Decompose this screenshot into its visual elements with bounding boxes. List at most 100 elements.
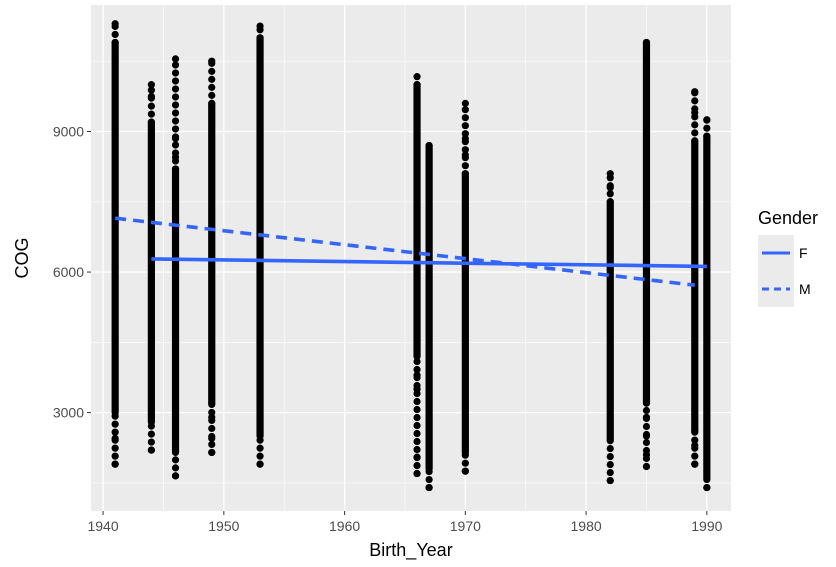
x-tick-label: 1980: [571, 518, 602, 534]
data-point: [691, 109, 699, 117]
data-point: [691, 436, 699, 444]
data-point: [642, 438, 651, 447]
data-point: [171, 61, 180, 69]
data-point: [642, 462, 651, 471]
data-point: [461, 146, 469, 154]
data-points: [111, 20, 711, 492]
data-point: [171, 85, 180, 93]
data-point: [461, 162, 469, 170]
data-point: [413, 429, 421, 438]
data-point: [208, 400, 216, 409]
data-point: [606, 170, 614, 178]
data-point: [425, 467, 433, 476]
data-point: [642, 451, 651, 459]
data-point: [147, 118, 155, 126]
data-point: [691, 441, 699, 450]
data-point: [171, 93, 180, 101]
data-point: [413, 453, 421, 461]
trend-line-M: [114, 216, 695, 287]
data-point: [606, 184, 614, 192]
y-tick-label: 3000: [53, 405, 84, 421]
data-point: [413, 413, 421, 422]
data-point: [111, 428, 119, 436]
data-point: [208, 424, 216, 433]
data-point: [425, 141, 433, 150]
trend-lines: [114, 216, 707, 287]
data-point: [425, 475, 433, 484]
data-point: [256, 452, 264, 460]
data-point: [208, 413, 216, 421]
data-point: [171, 141, 180, 149]
trend-line-F: [151, 257, 707, 269]
data-point: [171, 109, 180, 117]
data-point: [642, 38, 651, 47]
legend-label-F: F: [799, 245, 808, 261]
data-point: [461, 459, 469, 467]
data-point: [691, 460, 699, 468]
data-point: [111, 434, 119, 442]
data-point: [461, 106, 469, 114]
data-point: [691, 121, 699, 129]
data-point: [413, 357, 421, 366]
data-point: [111, 452, 119, 460]
data-point: [461, 451, 469, 459]
data-point: [691, 97, 699, 105]
data-point: [703, 124, 711, 132]
data-point: [171, 472, 180, 480]
data-point: [256, 444, 264, 452]
data-point: [461, 134, 469, 143]
data-point: [208, 91, 216, 99]
legend-label-M: M: [799, 281, 811, 297]
data-point: [208, 57, 216, 65]
data-point: [461, 151, 469, 159]
y-axis-ticks: 3000 6000 9000: [53, 124, 91, 421]
data-point: [461, 170, 469, 178]
data-point: [111, 420, 119, 428]
data-point: [171, 456, 180, 464]
data-point: [171, 55, 180, 63]
data-point: [171, 464, 180, 472]
data-point: [461, 122, 469, 130]
data-point: [691, 452, 699, 460]
data-point: [256, 436, 264, 444]
data-point: [147, 86, 155, 94]
data-point: [413, 371, 421, 379]
data-point: [147, 422, 155, 430]
data-point: [413, 73, 421, 81]
data-point: [642, 413, 651, 421]
data-point: [606, 476, 614, 485]
x-tick-label: 1940: [87, 518, 118, 534]
data-point: [208, 67, 216, 75]
data-point: [461, 467, 469, 475]
y-tick-label: 9000: [53, 124, 84, 140]
data-point: [703, 132, 711, 140]
data-point: [208, 83, 216, 91]
data-point: [703, 483, 711, 492]
data-point: [606, 198, 614, 206]
data-point: [413, 461, 421, 470]
data-point: [703, 116, 711, 124]
legend: Gender F M: [758, 208, 818, 307]
data-point: [208, 75, 216, 83]
data-point: [461, 99, 469, 107]
data-point: [413, 397, 421, 406]
data-point: [171, 153, 180, 161]
data-point: [256, 22, 264, 30]
data-point: [642, 432, 651, 440]
data-point: [171, 125, 180, 133]
data-point: [111, 444, 119, 452]
data-point: [111, 412, 119, 420]
data-point: [111, 460, 119, 468]
data-point: [147, 446, 155, 454]
data-point: [413, 469, 421, 478]
data-point: [691, 137, 699, 145]
data-point: [147, 430, 155, 438]
data-point: [147, 81, 155, 89]
data-point: [413, 385, 421, 393]
data-point: [413, 365, 421, 374]
data-point: [413, 405, 421, 414]
y-tick-label: 6000: [53, 264, 84, 280]
data-point: [208, 448, 216, 457]
data-point: [256, 460, 264, 468]
